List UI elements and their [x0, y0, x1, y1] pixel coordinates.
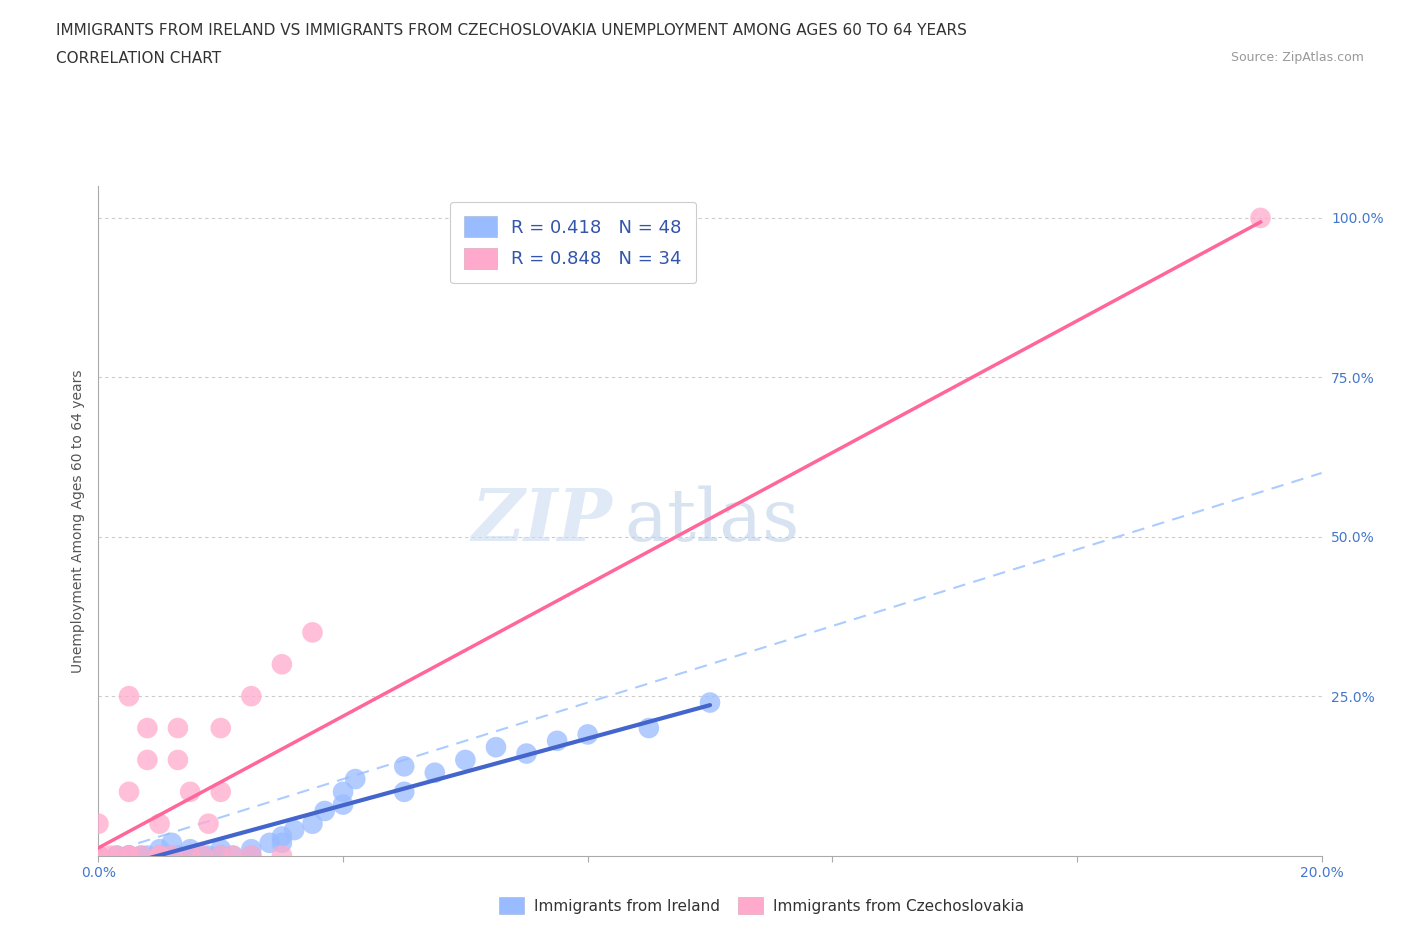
Point: [129, 848, 152, 863]
Point: [209, 848, 232, 863]
Point: [87, 848, 110, 863]
Text: atlas: atlas: [624, 485, 800, 556]
Legend: R = 0.418   N = 48, R = 0.848   N = 34: R = 0.418 N = 48, R = 0.848 N = 34: [450, 202, 696, 283]
Point: [105, 848, 128, 863]
Point: [332, 784, 354, 799]
Point: [209, 842, 232, 857]
Point: [149, 842, 172, 857]
Point: [191, 848, 214, 863]
Point: [87, 848, 110, 863]
Point: [87, 817, 110, 831]
Point: [87, 848, 110, 863]
Point: [516, 746, 538, 761]
Point: [87, 848, 110, 863]
Point: [209, 848, 232, 863]
Point: [240, 848, 263, 863]
Point: [270, 835, 292, 850]
Point: [118, 848, 141, 863]
Point: [136, 848, 159, 863]
Point: [100, 848, 122, 863]
Point: [87, 848, 110, 863]
Point: [160, 848, 183, 863]
Point: [259, 835, 281, 850]
Point: [546, 734, 568, 749]
Point: [314, 804, 336, 818]
Point: [699, 695, 721, 710]
Point: [191, 848, 214, 863]
Point: [209, 848, 232, 863]
Point: [87, 848, 110, 863]
Point: [149, 848, 172, 863]
Point: [136, 721, 159, 736]
Point: [118, 848, 141, 863]
Point: [118, 848, 141, 863]
Point: [222, 848, 245, 863]
Point: [149, 848, 172, 863]
Point: [129, 848, 152, 863]
Point: [149, 848, 172, 863]
Point: [167, 752, 190, 767]
Point: [118, 784, 141, 799]
Point: [1249, 210, 1271, 225]
Point: [87, 848, 110, 863]
Point: [118, 689, 141, 704]
Point: [240, 689, 263, 704]
Point: [87, 848, 110, 863]
Point: [209, 721, 232, 736]
Point: [136, 752, 159, 767]
Point: [209, 784, 232, 799]
Point: [167, 848, 190, 863]
Text: CORRELATION CHART: CORRELATION CHART: [56, 51, 221, 66]
Point: [344, 772, 367, 787]
Point: [118, 848, 141, 863]
Point: [270, 829, 292, 844]
Text: Immigrants from Ireland: Immigrants from Ireland: [534, 899, 720, 914]
Point: [179, 848, 201, 863]
Point: [637, 721, 661, 736]
Point: [332, 797, 354, 812]
Point: [179, 842, 201, 857]
Point: [160, 835, 183, 850]
Point: [270, 848, 292, 863]
Point: [118, 848, 141, 863]
Point: [149, 848, 172, 863]
Point: [270, 657, 292, 671]
Y-axis label: Unemployment Among Ages 60 to 64 years: Unemployment Among Ages 60 to 64 years: [70, 369, 84, 672]
Point: [576, 727, 599, 742]
Point: [301, 817, 323, 831]
Point: [392, 784, 416, 799]
Text: IMMIGRANTS FROM IRELAND VS IMMIGRANTS FROM CZECHOSLOVAKIA UNEMPLOYMENT AMONG AGE: IMMIGRANTS FROM IRELAND VS IMMIGRANTS FR…: [56, 23, 967, 38]
Point: [423, 765, 446, 780]
Point: [301, 625, 323, 640]
Point: [197, 848, 219, 863]
Point: [392, 759, 416, 774]
Point: [283, 823, 305, 838]
Point: [454, 752, 477, 767]
Text: Immigrants from Czechoslovakia: Immigrants from Czechoslovakia: [773, 899, 1025, 914]
Point: [485, 739, 508, 754]
Point: [197, 817, 219, 831]
Point: [160, 848, 183, 863]
Point: [179, 848, 201, 863]
Point: [179, 784, 201, 799]
Point: [87, 848, 110, 863]
Text: ZIP: ZIP: [471, 485, 612, 556]
Point: [240, 848, 263, 863]
Point: [167, 721, 190, 736]
Point: [105, 848, 128, 863]
Point: [179, 848, 201, 863]
Point: [149, 817, 172, 831]
Point: [149, 848, 172, 863]
Point: [222, 848, 245, 863]
Point: [240, 842, 263, 857]
Text: Source: ZipAtlas.com: Source: ZipAtlas.com: [1230, 51, 1364, 64]
